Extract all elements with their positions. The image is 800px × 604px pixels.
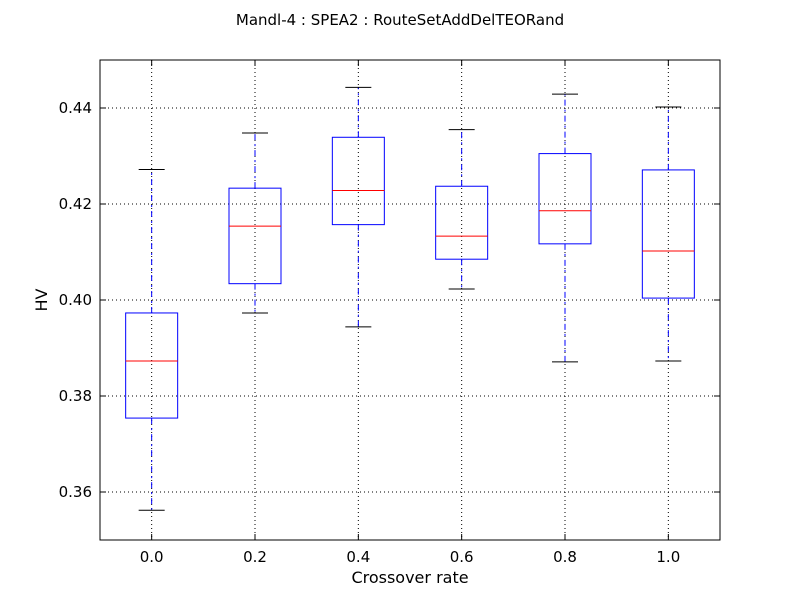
y-tick-label: 0.40 [59, 291, 92, 309]
x-tick-label: 0.2 [243, 548, 267, 566]
y-axis-label: HV [32, 288, 51, 311]
x-tick-label: 0.6 [450, 548, 474, 566]
box-iqr [125, 312, 179, 419]
chart-title: Mandl-4 : SPEA2 : RouteSetAddDelTEORand [236, 11, 564, 29]
x-tick-label: 0.0 [140, 548, 164, 566]
box-group [435, 129, 489, 290]
box-iqr [228, 187, 282, 285]
x-tick-label: 0.8 [553, 548, 577, 566]
box-group [125, 168, 179, 511]
box-group [331, 86, 385, 328]
ticks: 0.36 0.38 0.40 0.42 0.44 0.0 0.2 0.4 0.6 0.8 1.0 [59, 60, 720, 566]
y-tick-label: 0.42 [59, 195, 92, 213]
box-iqr [641, 169, 695, 299]
plot-area-frame [99, 59, 721, 541]
box-group [228, 132, 282, 314]
box-group [538, 93, 592, 363]
box-iqr [435, 185, 489, 260]
box-iqr [538, 153, 592, 245]
y-tick-label: 0.44 [59, 99, 92, 117]
y-tick-label: 0.38 [59, 387, 92, 405]
grid [100, 60, 720, 540]
box-group [641, 106, 695, 362]
x-axis-label: Crossover rate [351, 568, 468, 587]
y-tick-label: 0.36 [59, 483, 92, 501]
box-iqr [331, 136, 385, 226]
boxes [125, 86, 695, 511]
x-tick-label: 0.4 [346, 548, 370, 566]
x-tick-label: 1.0 [656, 548, 680, 566]
